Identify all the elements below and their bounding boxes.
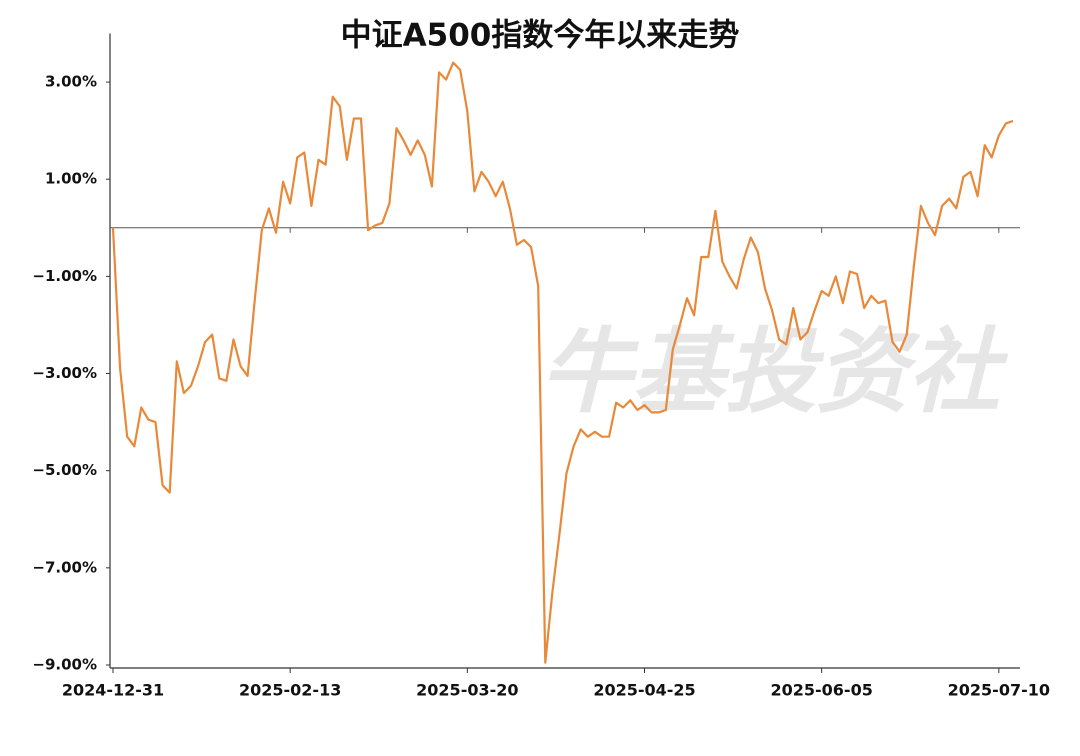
y-tick-label: −3.00% [32, 364, 97, 382]
line-series [111, 61, 1014, 664]
y-tick-label: 3.00% [45, 73, 97, 91]
x-tick-label: 2025-02-13 [239, 681, 341, 700]
y-tick-label: 1.00% [45, 170, 97, 188]
x-tick-label: 2025-03-20 [416, 681, 518, 700]
y-tick-label: −1.00% [32, 267, 97, 285]
y-tick-label: −5.00% [32, 461, 97, 479]
watermark: 牛基投资社 [540, 318, 1009, 425]
x-tick-label: 2025-04-25 [593, 681, 695, 700]
y-tick-label: −9.00% [32, 656, 97, 674]
x-tick-label: 2025-06-05 [770, 681, 872, 700]
x-tick-label: 2024-12-31 [62, 681, 164, 700]
chart-title: 中证A500指数今年以来走势 [341, 18, 740, 54]
x-tick-label: 2025-07-10 [948, 681, 1050, 700]
y-tick-label: −7.00% [32, 558, 97, 576]
